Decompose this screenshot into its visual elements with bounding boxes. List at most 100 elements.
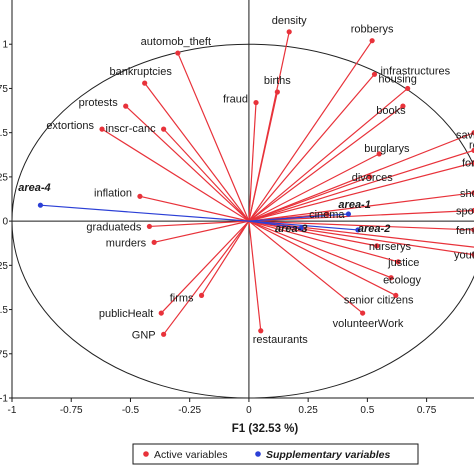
vector-supplementary xyxy=(248,220,358,231)
point-label: automob_theft xyxy=(141,36,211,48)
vector-active xyxy=(248,153,380,222)
point-label: inflation xyxy=(94,187,132,199)
point-active xyxy=(123,103,129,109)
vector-active xyxy=(248,209,474,222)
point-label: inscr-canc xyxy=(106,123,157,135)
vector-active xyxy=(248,91,278,222)
vector-active xyxy=(163,220,250,335)
point-active xyxy=(471,147,474,153)
point-label: area-4 xyxy=(18,182,50,194)
point-label: area-2 xyxy=(358,223,390,235)
vector-active xyxy=(248,192,474,222)
y-tick-label: -0.5 xyxy=(0,305,8,316)
point-supplementary xyxy=(37,202,44,208)
point-active xyxy=(161,126,167,132)
x-tick-label: -0.5 xyxy=(122,405,140,416)
point-active xyxy=(471,160,474,166)
vector-active xyxy=(177,52,250,222)
point-label: show xyxy=(460,188,474,200)
point-label: area-3 xyxy=(275,223,307,235)
vector-active xyxy=(163,128,250,222)
point-active xyxy=(99,126,105,132)
point-label: cinema xyxy=(309,209,345,221)
point-active xyxy=(371,71,378,77)
legend-label-supplementary: Supplementary variables xyxy=(266,449,390,461)
vector-active xyxy=(149,220,249,228)
point-supplementary xyxy=(298,225,304,231)
point-label: nurserys xyxy=(369,241,412,253)
point-label: graduateds xyxy=(86,221,142,233)
x-tick-label: 0.5 xyxy=(360,405,374,416)
point-label: sports xyxy=(456,205,474,217)
vector-active xyxy=(139,195,250,222)
point-label: reti xyxy=(469,139,474,151)
vector-active xyxy=(248,102,257,222)
vector-supplementary xyxy=(248,213,349,222)
vector-active xyxy=(248,73,375,222)
point-label: divorces xyxy=(352,172,393,184)
legend-box xyxy=(132,443,419,465)
point-active xyxy=(151,239,157,245)
point-active xyxy=(388,275,394,281)
point-label: female xyxy=(456,225,474,237)
point-supplementary xyxy=(355,227,361,233)
vector-active xyxy=(248,220,399,263)
vector-active xyxy=(248,105,404,222)
vector-active xyxy=(248,132,474,222)
vector-active xyxy=(248,220,397,296)
point-label: justice xyxy=(387,257,419,269)
point-active xyxy=(175,50,181,56)
vector-active xyxy=(248,176,370,222)
vector-active xyxy=(125,105,250,222)
vector-active xyxy=(248,87,409,222)
point-label: GNP xyxy=(132,329,156,341)
point-active xyxy=(137,193,143,199)
point-active xyxy=(360,310,366,316)
y-tick-label: 0 xyxy=(2,217,8,228)
point-active xyxy=(471,252,474,258)
point-label: volunteerWork xyxy=(333,318,404,330)
point-active xyxy=(393,292,399,299)
legend-label-active: Active variables xyxy=(154,449,228,461)
y-tick-label: 0.5 xyxy=(0,128,8,139)
point-label: infrastructures xyxy=(380,65,450,77)
point-label: books xyxy=(376,105,406,117)
x-tick-label: -0.25 xyxy=(178,405,201,416)
x-axis-title: F1 (32.53 %) xyxy=(232,423,299,435)
point-active xyxy=(146,223,153,230)
vector-supplementary xyxy=(248,220,302,229)
point-active xyxy=(369,38,375,44)
point-active xyxy=(367,174,373,180)
vector-active xyxy=(248,221,262,331)
legend-marker-supplementary xyxy=(255,451,261,457)
point-label: senior citizens xyxy=(344,294,414,306)
point-label: restaurants xyxy=(253,334,309,346)
point-active xyxy=(158,310,164,316)
point-label: burglarys xyxy=(364,143,410,155)
x-tick-label: 0.75 xyxy=(417,405,437,416)
vector-active xyxy=(248,162,474,222)
point-label: area-1 xyxy=(338,199,370,211)
point-supplementary xyxy=(345,211,352,217)
vector-active xyxy=(248,149,474,222)
vector-active xyxy=(248,220,364,314)
y-tick-label: -0.25 xyxy=(0,261,8,272)
x-tick-label: -0.75 xyxy=(60,405,83,416)
point-label: bankruptcies xyxy=(109,66,172,78)
point-active xyxy=(258,328,264,334)
point-active xyxy=(253,99,259,106)
point-label: fraud xyxy=(223,94,248,106)
vector-active xyxy=(248,220,392,279)
point-active xyxy=(374,243,380,249)
legend-marker-active xyxy=(143,451,149,457)
y-tick-label: -1 xyxy=(0,394,8,405)
vector-active xyxy=(248,40,373,222)
point-active xyxy=(471,227,474,233)
point-label: births xyxy=(264,75,291,87)
point-active xyxy=(286,29,292,35)
x-tick-label: 0 xyxy=(246,405,252,416)
point-active xyxy=(471,190,474,196)
vector-active xyxy=(248,220,474,248)
point-active xyxy=(142,80,148,86)
x-tick-label: 0.25 xyxy=(298,405,318,416)
